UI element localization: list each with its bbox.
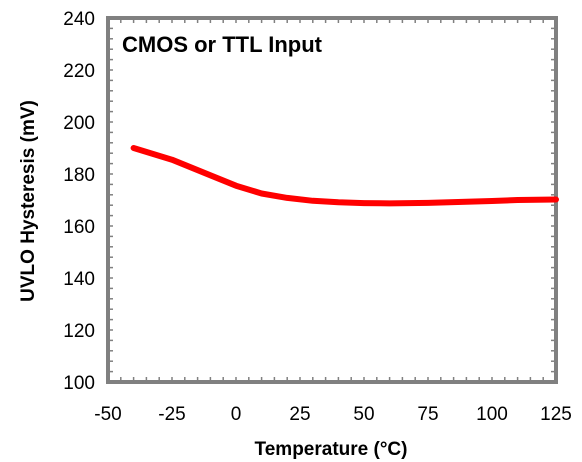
y-tick-label: 180 bbox=[63, 165, 95, 186]
y-tick-labels: 100 120 140 160 180 200 220 240 bbox=[63, 9, 95, 394]
x-axis-title: Temperature (°C) bbox=[255, 439, 408, 460]
y-tick-label: 100 bbox=[63, 373, 95, 394]
y-tick-label: 120 bbox=[63, 321, 95, 342]
series-line bbox=[130, 145, 559, 207]
y-tick-label: 220 bbox=[63, 61, 95, 82]
minor-ticks bbox=[108, 18, 556, 382]
x-tick-label: -25 bbox=[158, 404, 185, 425]
y-tick-label: 140 bbox=[63, 269, 95, 290]
chart-annotation: CMOS or TTL Input bbox=[122, 32, 323, 57]
x-tick-label: 25 bbox=[289, 404, 310, 425]
x-tick-label: 0 bbox=[231, 404, 242, 425]
x-tick-label: -50 bbox=[94, 404, 121, 425]
series-layer bbox=[130, 145, 559, 207]
y-tick-label: 240 bbox=[63, 9, 95, 30]
x-tick-label: 125 bbox=[540, 404, 572, 425]
y-tick-label: 160 bbox=[63, 217, 95, 238]
x-tick-label: 50 bbox=[353, 404, 374, 425]
y-tick-label: 200 bbox=[63, 113, 95, 134]
x-tick-label: 75 bbox=[417, 404, 438, 425]
x-tick-label: 100 bbox=[476, 404, 508, 425]
y-axis-title: UVLO Hysteresis (mV) bbox=[18, 100, 39, 302]
x-tick-labels: -50 -25 0 25 50 75 100 125 bbox=[94, 404, 572, 425]
